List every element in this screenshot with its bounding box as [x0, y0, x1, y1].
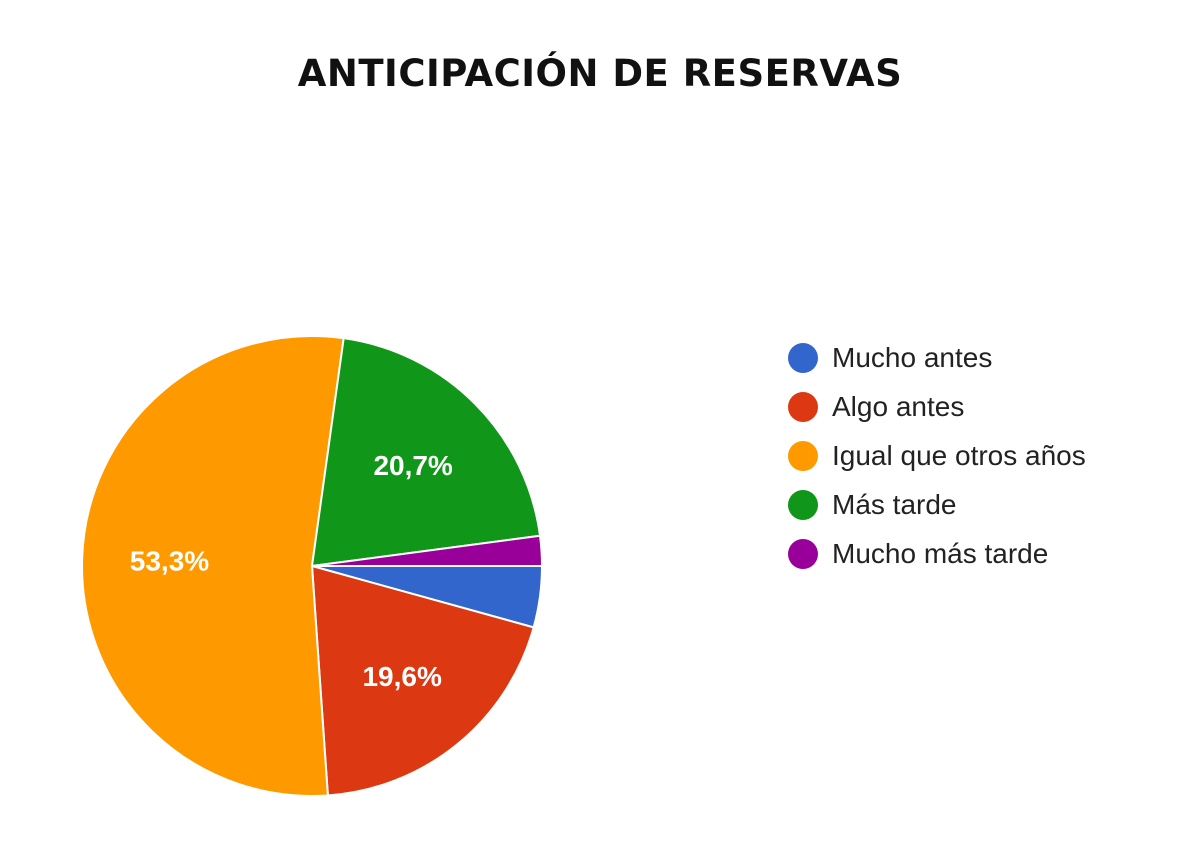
- legend-item-mas-tarde[interactable]: Más tarde: [788, 480, 1086, 529]
- slice-label-mas-tarde: 20,7%: [373, 450, 452, 481]
- legend-item-mucho-mas-tarde[interactable]: Mucho más tarde: [788, 529, 1086, 578]
- legend-swatch-algo-antes: [788, 391, 818, 422]
- legend-label-mas-tarde: Más tarde: [832, 488, 957, 520]
- chart-title: ANTICIPACIÓN DE RESERVAS: [297, 52, 903, 95]
- slice-label-igual-que-otros-anos: 53,3%: [130, 546, 209, 577]
- legend-label-algo-antes: Algo antes: [832, 390, 965, 422]
- legend-swatch-igual-que-otros-anos: [788, 440, 818, 471]
- slice-label-algo-antes: 19,6%: [362, 661, 441, 692]
- legend-label-mucho-antes: Mucho antes: [832, 341, 993, 373]
- legend-swatch-mucho-mas-tarde: [788, 538, 818, 569]
- chart-legend: Mucho antes Algo antes Igual que otros a…: [788, 333, 1086, 578]
- legend-item-algo-antes[interactable]: Algo antes: [788, 382, 1086, 431]
- pie-slice-mucho-mas-tarde[interactable]: [311, 534, 544, 567]
- legend-label-igual-que-otros-anos: Igual que otros años: [832, 439, 1086, 471]
- legend-label-mucho-mas-tarde: Mucho más tarde: [832, 537, 1049, 569]
- pie-slice-algo-antes[interactable]: [310, 564, 535, 797]
- legend-swatch-mucho-antes: [788, 342, 818, 373]
- legend-swatch-mas-tarde: [788, 489, 818, 520]
- legend-item-igual-que-otros-anos[interactable]: Igual que otros años: [788, 431, 1086, 480]
- legend-item-mucho-antes[interactable]: Mucho antes: [788, 333, 1086, 382]
- pie-slice-mas-tarde[interactable]: [310, 337, 542, 568]
- pie-slice-igual-que-otros-anos[interactable]: [81, 335, 345, 797]
